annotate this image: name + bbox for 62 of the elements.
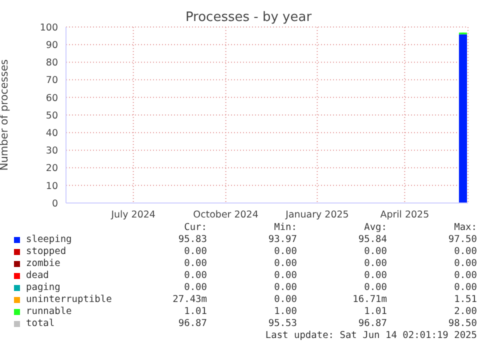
text: 1.51	[454, 294, 477, 305]
text: 27.43m	[172, 294, 207, 305]
text: 1.01	[364, 306, 387, 317]
y-tick-label: 30	[46, 146, 58, 157]
legend-label: total	[26, 318, 55, 329]
x-tick-label: July 2024	[110, 210, 156, 221]
legend-label: sleeping	[26, 234, 72, 245]
y-tick-label: 100	[40, 22, 58, 34]
text: 1.01	[184, 306, 207, 317]
text: 0.00	[274, 258, 297, 269]
x-tick-label: October 2024	[193, 210, 258, 221]
legend-label: runnable	[26, 306, 72, 317]
y-tick-label: 90	[46, 40, 58, 51]
legend-label: zombie	[26, 258, 60, 269]
text: 2.00	[454, 306, 477, 317]
text: 1.00	[274, 306, 297, 317]
text: 0.00	[364, 258, 387, 269]
text: 0.00	[454, 282, 477, 293]
text: 0.00	[274, 270, 297, 281]
text: 0.00	[454, 270, 477, 281]
legend-label: dead	[26, 270, 49, 281]
y-tick-label: 20	[46, 163, 58, 174]
legend-label: uninterruptible	[26, 294, 112, 305]
text: 0.00	[274, 282, 297, 293]
text: Last update: Sat Jun 14 02:01:19 2025	[265, 330, 477, 341]
y-tick-label: 70	[46, 75, 58, 86]
text: 0.00	[184, 258, 207, 269]
chart-title: Processes - by year	[185, 10, 312, 25]
text: 95.53	[268, 318, 297, 329]
text: Max:	[454, 222, 477, 233]
y-tick-label: 50	[46, 110, 58, 122]
text: 97.50	[448, 234, 477, 245]
text: 93.97	[268, 234, 297, 245]
text: Min:	[274, 222, 297, 233]
text: 0.00	[274, 246, 297, 257]
text: 96.87	[358, 318, 387, 329]
text: Cur:	[184, 222, 207, 233]
y-tick-label: 60	[46, 92, 58, 104]
y-tick-label: 10	[46, 180, 58, 192]
text: 0.00	[364, 270, 387, 281]
y-tick-label: 80	[46, 58, 58, 69]
text: Avg:	[364, 222, 387, 233]
text: 95.84	[358, 234, 387, 245]
y-axis-title: Number of processes	[0, 59, 11, 171]
text: 16.71m	[352, 294, 387, 305]
legend-label: paging	[26, 282, 60, 293]
text: 0.00	[274, 294, 297, 305]
y-tick-label: 40	[46, 128, 58, 139]
text: 98.50	[448, 318, 477, 329]
text: 0.00	[364, 282, 387, 293]
x-tick-label: January 2025	[284, 210, 349, 221]
legend-label: stopped	[26, 246, 66, 257]
text: 96.87	[178, 318, 207, 329]
y-tick-label: 0	[52, 198, 58, 210]
x-tick-label: April 2025	[380, 210, 430, 221]
text: 95.83	[178, 234, 207, 245]
text: 0.00	[364, 246, 387, 257]
text: 0.00	[184, 246, 207, 257]
text: 0.00	[454, 246, 477, 257]
text: 0.00	[184, 282, 207, 293]
text: 0.00	[454, 258, 477, 269]
text: 0.00	[184, 270, 207, 281]
